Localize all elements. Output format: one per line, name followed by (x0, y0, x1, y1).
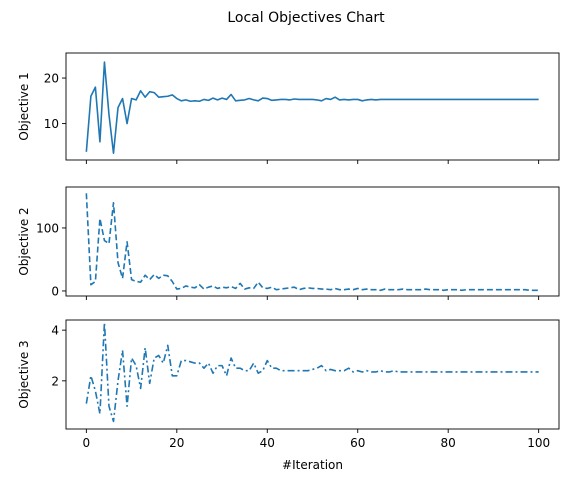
y-tick-label: 2 (51, 374, 59, 388)
x-tick-label: 60 (350, 436, 365, 450)
y-tick-label: 4 (51, 324, 59, 338)
x-tick-label: 20 (169, 436, 184, 450)
subplot-2: 0 100 Objective 2 (17, 186, 560, 300)
axes-frame-3 (65, 319, 560, 430)
y-axis-label-1: Objective 1 (17, 72, 31, 140)
y-tick-label: 10 (44, 117, 59, 131)
x-tick-label: 100 (527, 436, 550, 450)
subplot-1: 10 20 Objective 1 (17, 52, 560, 164)
x-tick-label: 80 (441, 436, 456, 450)
y-tick-label: 0 (51, 284, 59, 298)
y-tick-label: 20 (44, 72, 59, 86)
y-tick-label: 100 (36, 221, 59, 235)
chart-title: Local Objectives Chart (227, 10, 385, 26)
subplot-panels: 10 20 Objective 1 0 100 Objective 2 0 20 40 60 80 1… (17, 52, 560, 472)
x-tick-label: 0 (83, 436, 91, 450)
axes-frame-2 (65, 186, 560, 297)
series-line-3 (85, 321, 539, 423)
series-line-1 (85, 61, 539, 154)
y-axis-label-3: Objective 3 (17, 340, 31, 408)
y-axis-label-2: Objective 2 (17, 207, 31, 275)
subplot-3: 0 20 40 60 80 100 2 4 Objective 3 #Iteration (17, 319, 560, 472)
series-line-2 (85, 193, 539, 292)
x-axis-label: #Iteration (282, 458, 343, 472)
axes-frame-1 (65, 52, 560, 161)
x-tick-label: 40 (260, 436, 275, 450)
